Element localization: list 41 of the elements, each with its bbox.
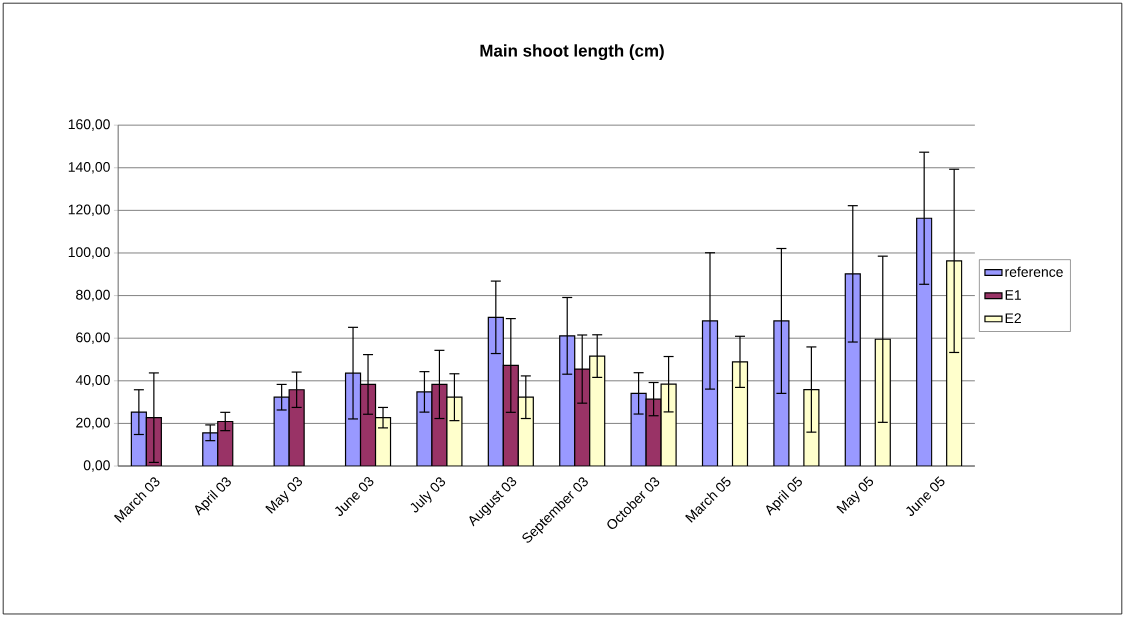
bar: [844, 273, 861, 466]
y-tick-label: 40,00: [75, 374, 110, 387]
bar: [374, 416, 392, 466]
chart-title: Main shoot length (cm): [480, 44, 664, 61]
bar: [916, 217, 933, 466]
legend-label: E2: [1005, 313, 1021, 323]
bar: [559, 335, 576, 466]
bar: [701, 320, 719, 466]
bar: [217, 420, 234, 466]
bar: [487, 316, 504, 466]
bar: [517, 396, 534, 466]
bar: [630, 392, 647, 466]
bar: [273, 396, 290, 466]
y-tick-label: 140,00: [68, 161, 110, 174]
y-tick-label: 120,00: [68, 204, 110, 217]
x-tick-label: May 03: [265, 476, 303, 514]
legend-label: E1: [1005, 290, 1021, 300]
bar: [130, 411, 147, 466]
y-tick-label: 0,00: [83, 460, 110, 472]
bar: [202, 432, 219, 466]
y-tick-label: 60,00: [76, 332, 110, 344]
legend-label: reference: [1005, 266, 1063, 277]
bar: [431, 383, 448, 466]
bar: [645, 398, 662, 466]
bar: [660, 383, 677, 466]
bar: [502, 364, 519, 466]
x-tick-label: May 05: [836, 476, 874, 514]
bar: [574, 368, 591, 466]
bar: [731, 361, 749, 466]
bar: [446, 396, 463, 466]
bar: [946, 260, 963, 466]
y-tick-label: 160,00: [68, 119, 110, 131]
bar: [416, 391, 433, 466]
y-tick-label: 20,00: [76, 417, 110, 430]
y-tick-label: 80,00: [76, 289, 110, 302]
y-tick-label: 100,00: [68, 247, 110, 259]
bar: [589, 355, 606, 466]
x-tick-label: July 03: [410, 477, 446, 513]
bar: [288, 389, 305, 466]
bar: [359, 383, 377, 466]
bar: [773, 320, 790, 466]
